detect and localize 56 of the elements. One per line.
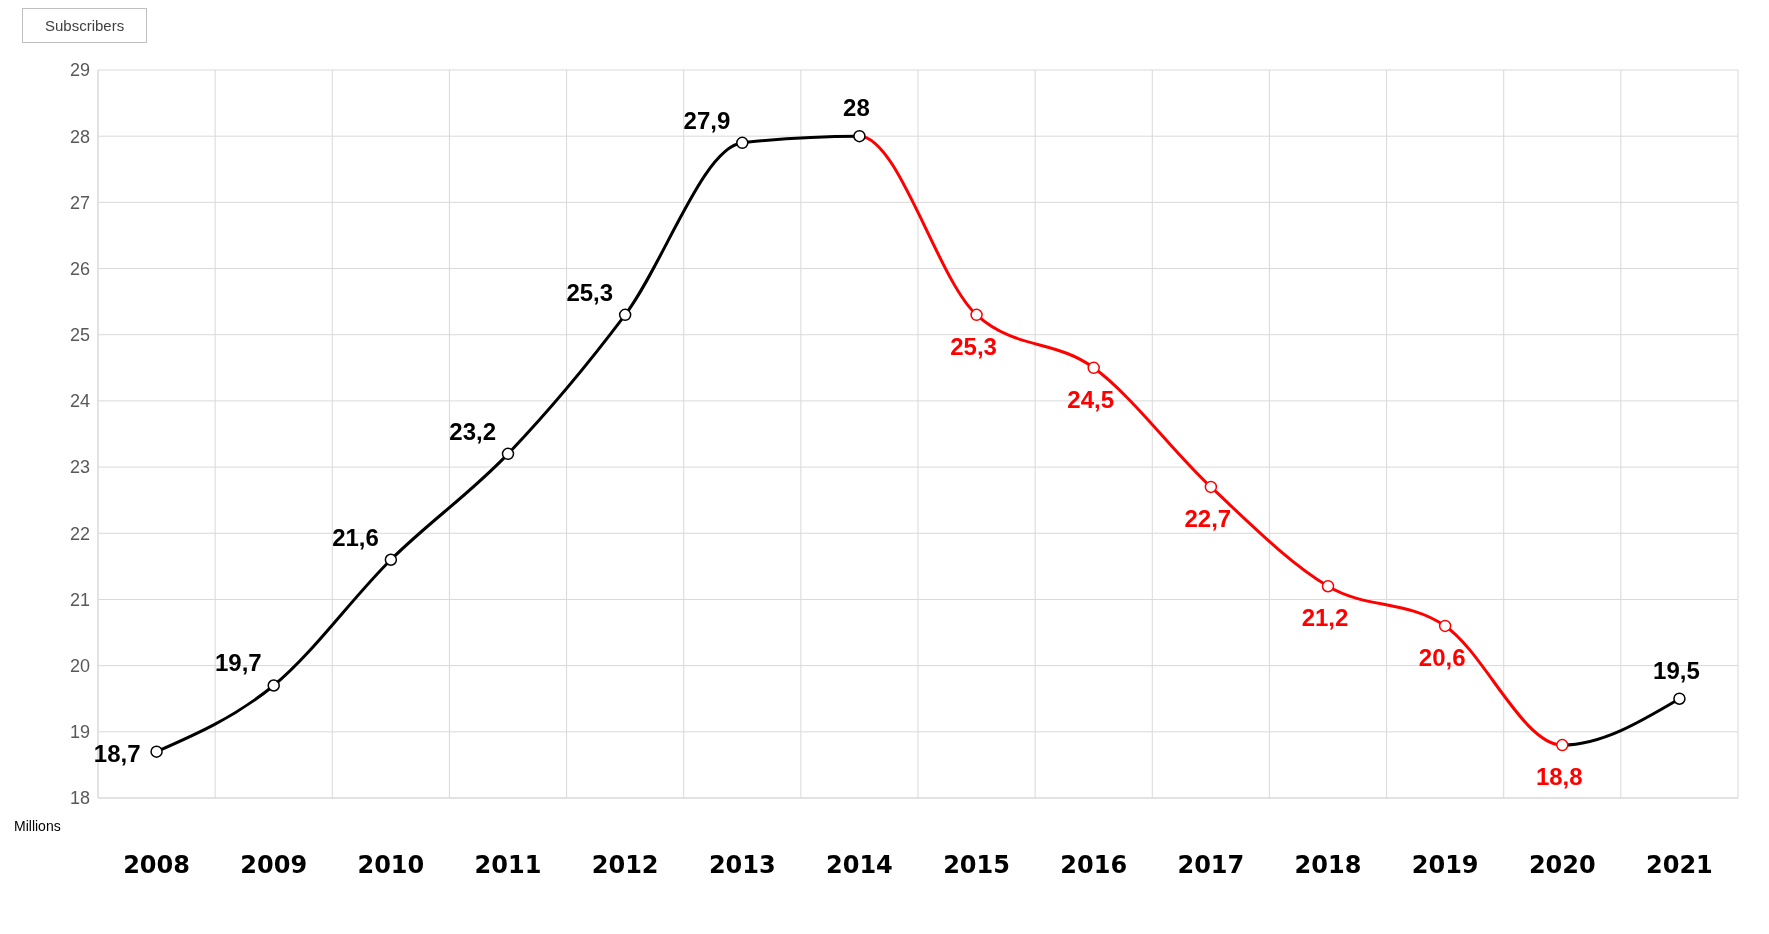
data-label: 19,5	[1653, 656, 1700, 684]
data-label: 21,2	[1301, 604, 1349, 632]
y-tick-label: 27	[69, 192, 90, 213]
x-tick-label: 2017	[1177, 851, 1245, 880]
point	[1438, 619, 1452, 633]
text: Millions	[14, 818, 61, 834]
point	[970, 308, 983, 322]
x-tick-label: 2020	[1528, 851, 1596, 880]
y-tick-label: 18	[69, 788, 90, 809]
data-label: 21,6	[332, 523, 379, 551]
point	[1556, 738, 1569, 752]
y-tick-label: 29	[69, 60, 90, 81]
point	[1204, 480, 1218, 494]
point	[150, 745, 163, 758]
point	[1321, 579, 1335, 593]
x-tick-label: 2013	[708, 851, 776, 880]
point	[618, 308, 632, 322]
y-tick-label: 24	[69, 391, 90, 412]
x-tick-label: 2011	[474, 851, 542, 880]
data-label: 23,2	[449, 417, 496, 445]
data-label: 24,5	[1067, 385, 1115, 413]
point	[736, 136, 749, 150]
data-label: 22,7	[1184, 504, 1232, 532]
data-label: 25,3	[566, 278, 614, 306]
point	[1087, 361, 1100, 375]
point	[267, 679, 280, 692]
x-tick-label: 2014	[826, 851, 893, 880]
y-tick-label: 20	[69, 656, 90, 677]
x-tick-label: 2015	[943, 851, 1010, 880]
y-tick-label: 19	[69, 722, 90, 743]
point	[384, 553, 398, 566]
point	[501, 447, 515, 461]
chart-title: Subscribers	[22, 8, 148, 43]
y-tick-label: 21	[69, 589, 90, 610]
y-tick-label: 25	[69, 325, 90, 346]
x-tick-label: 2021	[1646, 851, 1713, 880]
y-tick-label: 23	[69, 457, 90, 478]
point	[853, 129, 866, 143]
data-label: 28	[843, 94, 870, 122]
x-tick-label: 2018	[1294, 851, 1362, 880]
y-tick-label: 22	[69, 523, 90, 544]
data-label: 20,6	[1418, 643, 1466, 671]
x-tick-label: 2016	[1060, 851, 1128, 880]
y-tick-label: 26	[69, 258, 90, 279]
data-label: 19,7	[215, 649, 262, 677]
data-label: 27,9	[683, 106, 731, 134]
point	[1673, 692, 1686, 705]
x-tick-label: 2008	[123, 851, 190, 880]
data-label: 25,3	[950, 332, 997, 360]
data-label: 18,7	[93, 739, 141, 767]
x-tick-label: 2012	[591, 851, 659, 880]
y-tick-label: 28	[69, 126, 90, 147]
data-label: 18,8	[1535, 763, 1583, 791]
x-tick-label: 2010	[357, 851, 425, 880]
x-tick-label: 2009	[240, 851, 308, 880]
x-tick-label: 2019	[1411, 851, 1479, 880]
